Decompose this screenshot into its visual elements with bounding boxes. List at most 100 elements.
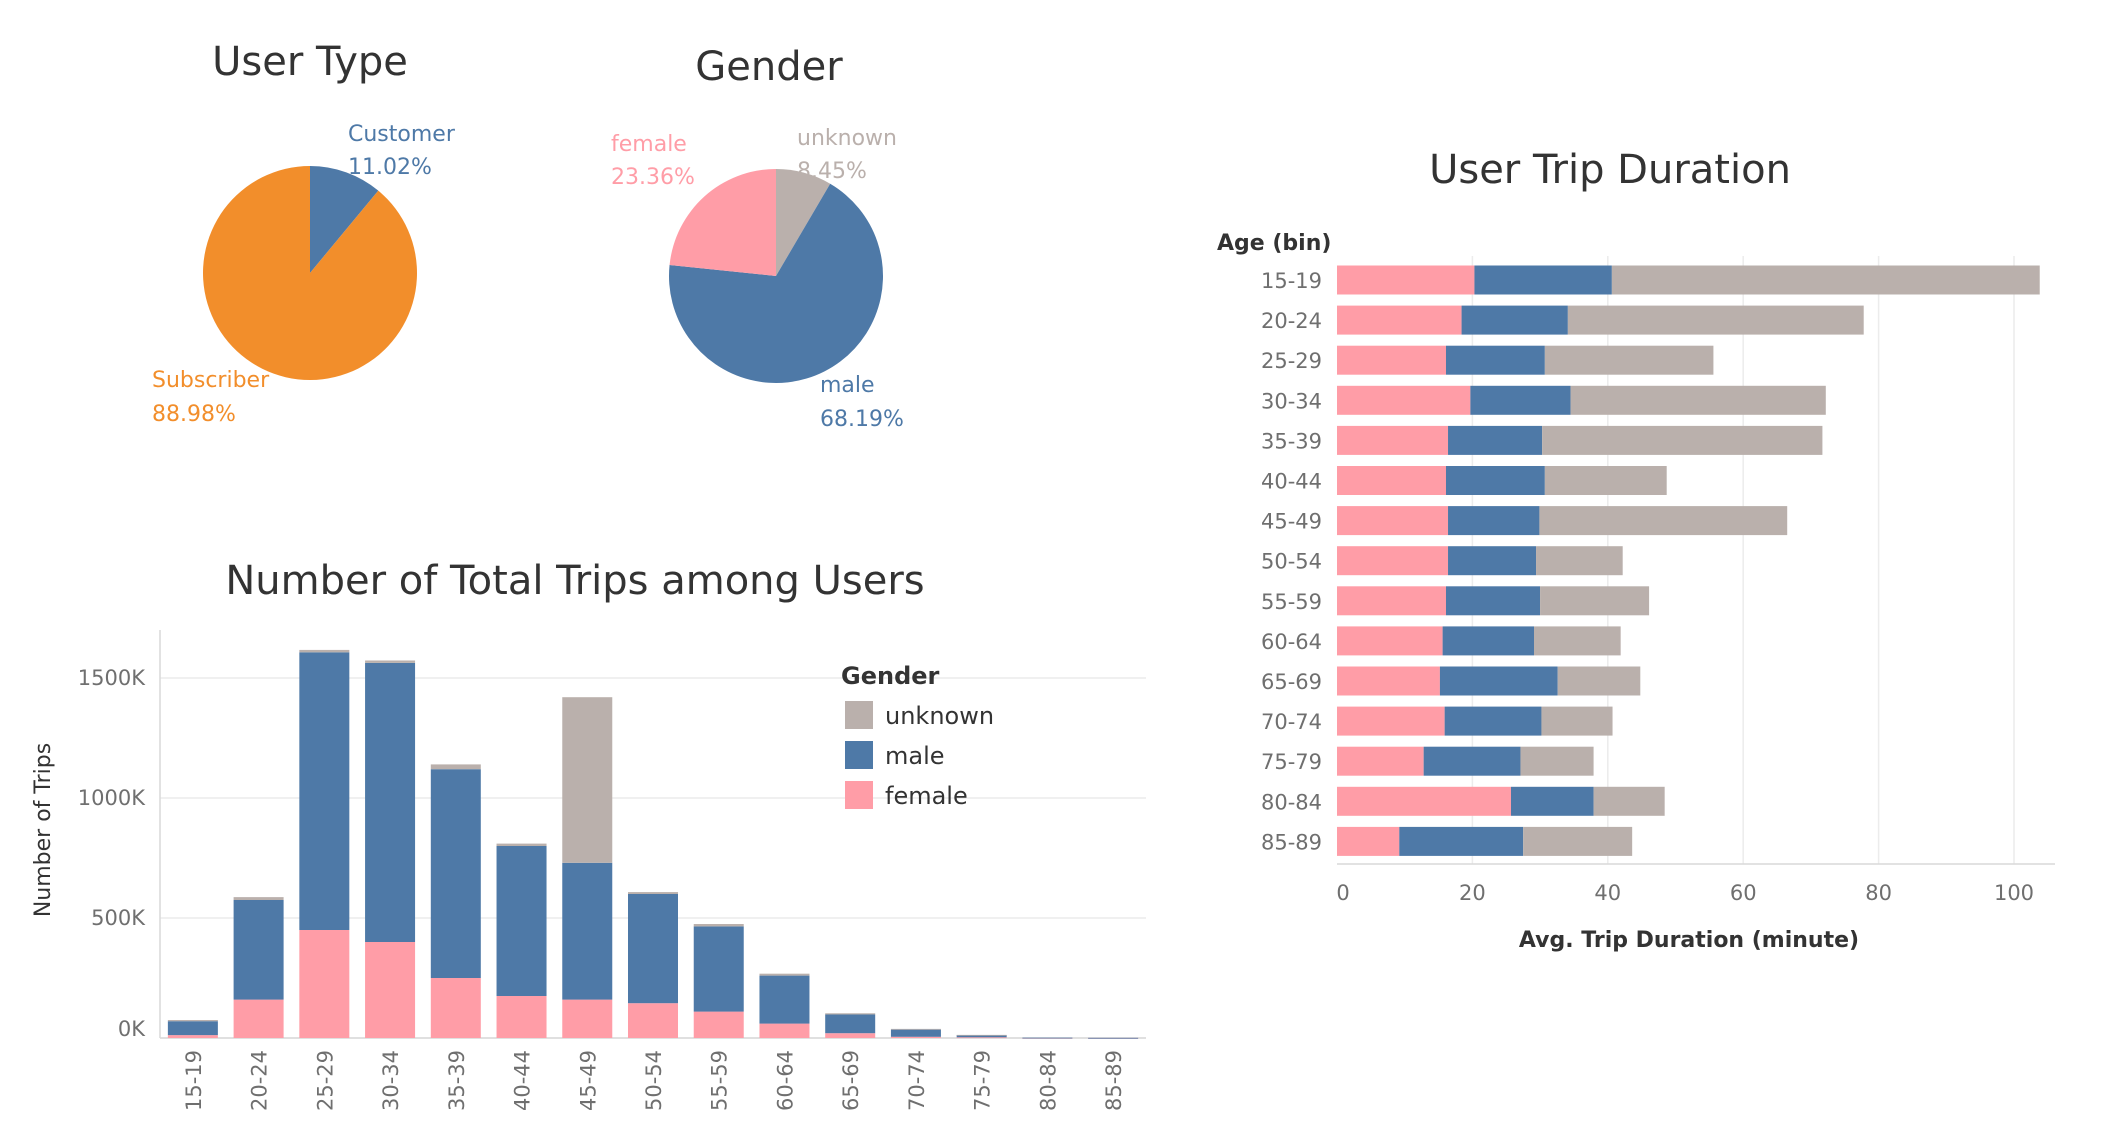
x-tick-label: 85-89 <box>1102 1050 1126 1111</box>
y-tick-label: 1000K <box>78 786 146 810</box>
customer-pct-label: 11.02% <box>348 155 432 180</box>
age-bin-axis-title: Age (bin) <box>1217 231 1331 256</box>
hbar-male-70-74 <box>1444 706 1542 736</box>
legend-swatch-female <box>845 781 873 809</box>
hbar-male-45-49 <box>1448 506 1540 536</box>
hbar-female-20-24 <box>1337 305 1462 335</box>
bar-female-65-69 <box>825 1033 876 1038</box>
user-type-title: User Type <box>212 39 408 85</box>
y-tick-label: 80-84 <box>1261 790 1322 814</box>
x-tick-label: 75-79 <box>971 1050 995 1111</box>
bar-male-40-44 <box>496 846 547 996</box>
bar-unknown-60-64 <box>759 973 810 976</box>
hbar-unknown-35-39 <box>1542 425 1823 455</box>
trip-duration-chart: User Trip Duration Age (bin) Avg. Trip D… <box>1217 147 2055 953</box>
bar-unknown-45-49 <box>562 697 613 863</box>
subscriber-pct-label: 88.98% <box>152 402 236 427</box>
bar-unknown-75-79 <box>956 1034 1007 1036</box>
bar-male-25-29 <box>299 652 350 930</box>
y-tick-label: 45-49 <box>1261 510 1322 534</box>
duration-x-axis-title: Avg. Trip Duration (minute) <box>1519 928 1859 953</box>
hbar-unknown-80-84 <box>1593 786 1665 816</box>
x-tick-label: 20 <box>1459 881 1486 905</box>
hbar-female-50-54 <box>1337 546 1449 576</box>
hbar-male-20-24 <box>1461 305 1568 335</box>
bar-male-55-59 <box>693 926 744 1012</box>
bar-male-80-84 <box>1022 1037 1073 1039</box>
bar-unknown-15-19 <box>167 1020 218 1022</box>
y-tick-label: 60-64 <box>1261 630 1322 654</box>
hbar-unknown-40-44 <box>1544 466 1667 495</box>
total-trips-title: Number of Total Trips among Users <box>225 558 924 604</box>
hbar-unknown-55-59 <box>1540 586 1650 616</box>
hbar-male-60-64 <box>1442 626 1535 656</box>
hbar-unknown-65-69 <box>1557 666 1641 696</box>
hbar-unknown-25-29 <box>1544 345 1714 375</box>
hbar-female-35-39 <box>1337 425 1449 455</box>
hbar-unknown-85-89 <box>1523 826 1633 856</box>
hbar-female-15-19 <box>1337 265 1475 295</box>
bar-unknown-70-74 <box>890 1028 941 1030</box>
bar-unknown-50-54 <box>628 892 678 894</box>
hbar-unknown-20-24 <box>1567 305 1864 335</box>
hbar-unknown-60-64 <box>1534 626 1621 656</box>
total-trips-plot: 0K 500K 1000K 1500K 15-19 20-24 25-29 30-34 35-3… <box>78 630 1146 1111</box>
x-tick-label: 60-64 <box>773 1050 797 1111</box>
bar-unknown-40-44 <box>496 843 547 846</box>
unknown-name-label: unknown <box>797 126 897 151</box>
hbar-male-30-34 <box>1470 385 1571 415</box>
y-tick-label: 35-39 <box>1261 429 1322 453</box>
hbar-female-45-49 <box>1337 506 1449 536</box>
bar-male-70-74 <box>890 1029 941 1037</box>
hbar-female-60-64 <box>1337 626 1443 656</box>
hbar-female-30-34 <box>1337 385 1471 415</box>
legend-swatch-male <box>845 741 873 769</box>
x-tick-label: 15-19 <box>182 1050 206 1111</box>
y-tick-label: 70-74 <box>1261 710 1322 734</box>
hbar-male-85-89 <box>1399 826 1524 856</box>
hbar-female-40-44 <box>1337 466 1446 495</box>
bar-male-60-64 <box>759 975 810 1024</box>
hbar-male-35-39 <box>1448 425 1543 455</box>
y-tick-label: 30-34 <box>1261 389 1322 413</box>
bar-male-30-34 <box>365 662 416 942</box>
hbar-unknown-15-19 <box>1611 265 2040 295</box>
x-tick-label: 30-34 <box>379 1050 403 1111</box>
y-tick-label: 85-89 <box>1261 830 1322 854</box>
bar-unknown-35-39 <box>430 764 481 770</box>
hbar-unknown-70-74 <box>1541 706 1613 736</box>
unknown-pct-label: 8.45% <box>797 159 867 184</box>
x-tick-label: 55-59 <box>708 1050 732 1111</box>
x-tick-label: 0 <box>1336 881 1349 905</box>
user-type-chart: User Type Customer 11.02% Subscriber 88.… <box>152 39 456 427</box>
y-tick-label: 20-24 <box>1261 309 1322 333</box>
bar-female-50-54 <box>628 1003 678 1038</box>
hbar-female-65-69 <box>1337 666 1440 696</box>
hbar-female-70-74 <box>1337 706 1445 736</box>
y-tick-label: 25-29 <box>1261 349 1322 373</box>
hbar-female-25-29 <box>1337 345 1446 375</box>
hbar-male-15-19 <box>1474 265 1612 295</box>
y-tick-label: 0K <box>118 1017 146 1041</box>
x-tick-label: 45-49 <box>576 1050 600 1111</box>
legend-swatch-unknown <box>845 701 873 729</box>
x-tick-label: 20-24 <box>248 1050 272 1111</box>
y-tick-label: 50-54 <box>1261 550 1322 574</box>
pie-slice-male <box>669 183 884 384</box>
gender-legend: Gender unknown male female <box>841 662 994 810</box>
bar-female-25-29 <box>299 930 350 1038</box>
x-tick-label: 25-29 <box>313 1050 337 1111</box>
hbar-male-80-84 <box>1510 786 1594 816</box>
y-tick-label: 75-79 <box>1261 750 1322 774</box>
bar-unknown-25-29 <box>299 649 350 653</box>
female-pct-label: 23.36% <box>611 165 695 190</box>
bar-female-45-49 <box>562 999 613 1038</box>
bar-female-20-24 <box>233 999 284 1038</box>
hbar-unknown-50-54 <box>1536 546 1623 576</box>
female-name-label: female <box>611 132 687 157</box>
bar-male-35-39 <box>430 769 481 978</box>
bar-female-30-34 <box>365 942 416 1038</box>
gender-title: Gender <box>695 44 843 90</box>
x-tick-label: 70-74 <box>905 1050 929 1111</box>
hbar-male-75-79 <box>1423 746 1521 776</box>
